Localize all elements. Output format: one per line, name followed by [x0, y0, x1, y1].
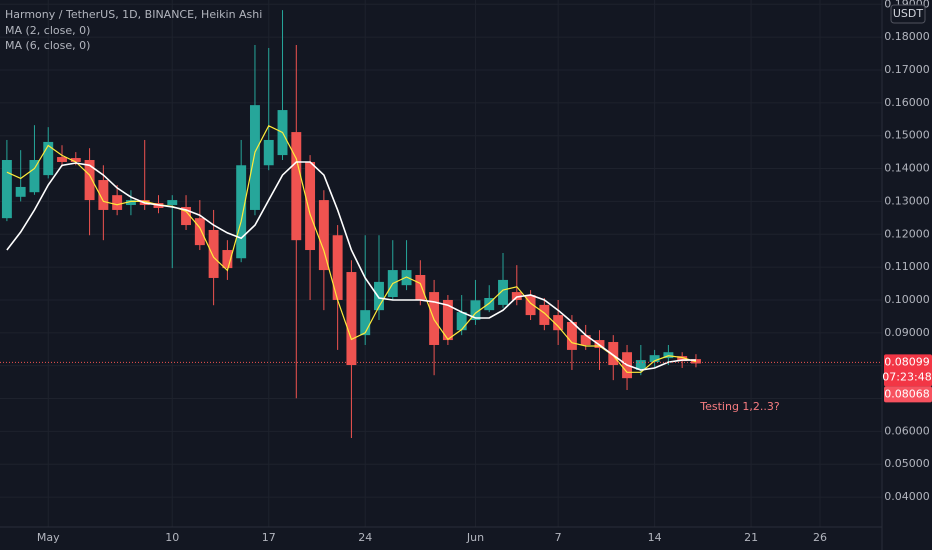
candle-body	[470, 300, 481, 321]
candle-body	[525, 295, 536, 316]
candle-body	[291, 132, 302, 241]
y-tick-label: 0.10000	[884, 293, 930, 306]
candle-body	[649, 355, 660, 363]
legend-entry: MA (2, close, 0)	[5, 24, 90, 37]
candle-body	[70, 158, 81, 162]
ha-close-badge	[884, 386, 932, 403]
y-tick-label: 0.14000	[884, 162, 930, 175]
y-tick-label: 0.13000	[884, 194, 930, 207]
currency-badge	[890, 4, 926, 24]
x-tick-label: 21	[744, 531, 758, 544]
candle-body	[57, 157, 67, 162]
candle-body	[98, 180, 109, 210]
x-tick-label: 14	[648, 531, 662, 544]
candle-body	[594, 340, 605, 348]
candle-body	[346, 272, 357, 366]
chart-title: Harmony / TetherUS, 1D, BINANCE, Heikin …	[5, 8, 262, 21]
candle-body	[498, 279, 508, 305]
y-tick-label: 0.05000	[884, 457, 930, 470]
candle-body	[635, 360, 646, 370]
candle-body	[84, 160, 95, 201]
candle-body	[194, 218, 205, 246]
candle-body	[566, 321, 577, 350]
y-tick-label: 0.15000	[884, 129, 930, 142]
candle-body	[249, 105, 260, 210]
candle-body	[125, 200, 136, 206]
x-tick-label: 24	[358, 531, 372, 544]
ma-line	[6, 161, 696, 371]
candle-body	[305, 161, 316, 251]
candle-body	[181, 206, 192, 226]
candle-body	[484, 297, 495, 311]
x-tick-label: May	[37, 531, 60, 544]
plot-area: Testing 1,2..3?	[0, 10, 882, 438]
candle-body	[1, 160, 12, 219]
candle-body	[539, 304, 550, 325]
candle-body	[43, 141, 54, 176]
candle-body	[332, 235, 343, 300]
y-tick-label: 0.17000	[884, 63, 930, 76]
candle-body	[511, 292, 522, 300]
candle-body	[208, 229, 219, 278]
y-tick-label: 0.18000	[884, 30, 930, 43]
annotation: Testing 1,2..3?	[699, 400, 780, 413]
currency-label: USDT	[893, 7, 924, 20]
candle-body	[580, 335, 591, 345]
candle-body	[608, 342, 619, 366]
candle-body	[29, 160, 40, 193]
candle-body	[663, 352, 674, 359]
candle-body	[360, 310, 371, 336]
candle-body	[677, 356, 688, 362]
ma-line	[6, 125, 697, 373]
y-tick-label: 0.12000	[884, 227, 930, 240]
countdown-label: 07:23:48	[882, 370, 931, 383]
ha-close-label: 0.08068	[884, 387, 930, 400]
y-tick-label: 0.04000	[884, 490, 930, 503]
y-tick-label: 0.09000	[884, 326, 930, 339]
x-tick-label: 10	[165, 531, 179, 544]
candle-body	[15, 186, 26, 197]
legend: MA (2, close, 0) MA (6, close, 0)	[5, 24, 90, 52]
last-price-label: 0.08099	[884, 355, 930, 368]
y-tick-label: 0.06000	[884, 424, 930, 437]
axes: 0.040000.050000.060000.070000.080000.090…	[37, 0, 932, 544]
candle-body	[222, 250, 233, 269]
candle-body	[415, 274, 426, 300]
y-tick-label: 0.16000	[884, 96, 930, 109]
x-tick-label: 7	[555, 531, 562, 544]
candle-body	[112, 195, 123, 210]
candle-body	[456, 312, 467, 331]
candle-body	[263, 139, 274, 166]
x-tick-label: Jun	[466, 531, 484, 544]
candle-body	[236, 165, 247, 259]
candle-body	[167, 200, 178, 206]
candle-body	[318, 200, 329, 271]
y-tick-label: 0.11000	[884, 260, 930, 273]
candle-body	[442, 299, 453, 341]
candle-body	[374, 281, 384, 311]
x-tick-label: 26	[813, 531, 827, 544]
legend-entry: MA (6, close, 0)	[5, 39, 90, 52]
x-tick-label: 17	[262, 531, 276, 544]
last-price-badge	[884, 354, 932, 387]
candle-body	[553, 315, 564, 331]
